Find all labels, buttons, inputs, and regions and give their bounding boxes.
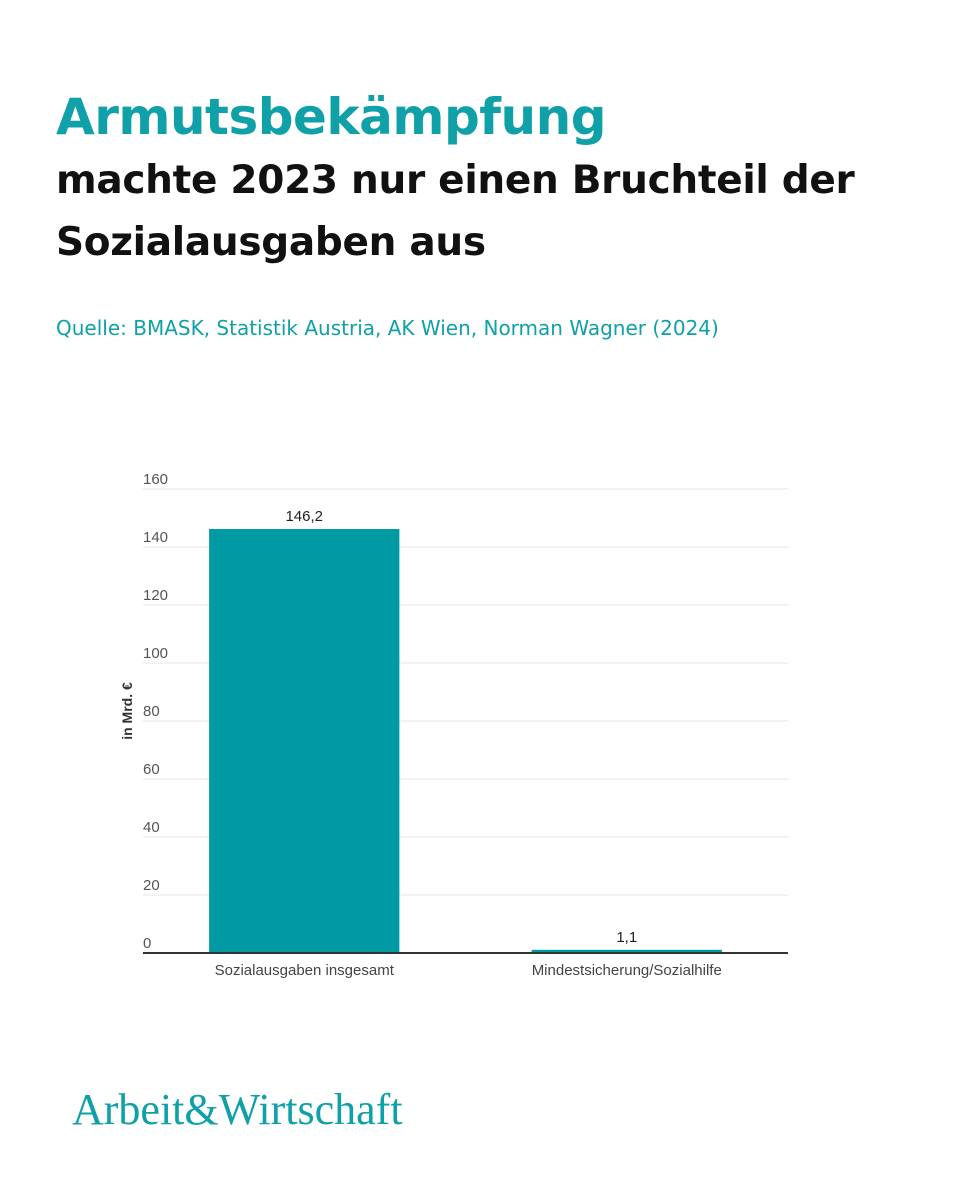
headline-main: machte 2023 nur einen Bruchteil der Sozi… bbox=[56, 158, 855, 265]
brand-logo: Arbeit&Wirtschaft bbox=[72, 1085, 403, 1134]
headline-accent: Armutsbekämpfung bbox=[56, 88, 607, 146]
x-category-label: Mindestsicherung/Sozialhilfe bbox=[532, 962, 722, 979]
y-tick-label: 160 bbox=[143, 471, 168, 488]
bars bbox=[209, 529, 722, 953]
y-tick-label: 140 bbox=[143, 529, 168, 546]
bar bbox=[531, 949, 722, 953]
bar-value-label: 146,2 bbox=[285, 508, 323, 525]
y-tick-label: 0 bbox=[143, 935, 151, 952]
source-note: Quelle: BMASK, Statistik Austria, AK Wie… bbox=[56, 316, 719, 340]
y-tick-label: 80 bbox=[143, 703, 160, 720]
y-tick-labels: 0 20 40 60 80 100 120 140 160 bbox=[143, 471, 168, 952]
y-axis-label: in Mrd. € bbox=[119, 682, 135, 740]
bar bbox=[209, 529, 400, 953]
y-tick-label: 120 bbox=[143, 587, 168, 604]
y-tick-label: 100 bbox=[143, 645, 168, 662]
bar-value-label: 1,1 bbox=[616, 929, 637, 946]
y-tick-label: 60 bbox=[143, 761, 160, 778]
headline: Armutsbekämpfung machte 2023 nur einen B… bbox=[56, 84, 916, 274]
data-labels: 146,2 1,1 bbox=[285, 508, 637, 946]
x-category-labels: Sozialausgaben insgesamt Mindestsicherung… bbox=[215, 962, 722, 979]
y-tick-label: 40 bbox=[143, 819, 160, 836]
x-category-label: Sozialausgaben insgesamt bbox=[215, 962, 395, 979]
y-tick-label: 20 bbox=[143, 877, 160, 894]
